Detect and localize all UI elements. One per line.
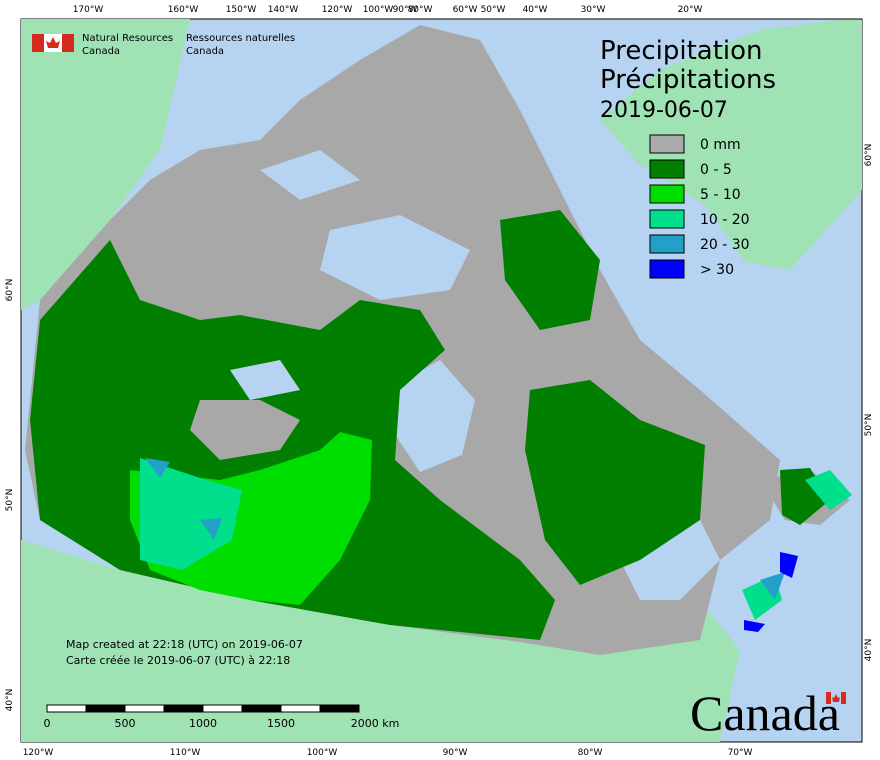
legend-label: 0 mm: [700, 137, 741, 153]
legend-label: 10 - 20: [700, 212, 750, 228]
scale-segment: [202, 704, 243, 713]
legend-swatch: [649, 184, 685, 204]
graticule-label: 120°W: [322, 5, 353, 15]
flag-icon: [32, 34, 74, 52]
scale-label: 1500: [267, 717, 295, 730]
legend-swatch: [649, 209, 685, 229]
title-fr: Précipitations: [600, 65, 776, 95]
legend-swatch: [649, 259, 685, 279]
graticule-label: 90°W: [393, 5, 418, 15]
graticule-label: 140°W: [268, 5, 299, 15]
graticule-label: 60°N: [864, 144, 874, 167]
scale-segment: [46, 704, 87, 713]
scale-segment: [241, 704, 282, 713]
graticule-label: 40°N: [864, 639, 874, 662]
graticule-label: 40°N: [5, 689, 15, 712]
org-en: Canada: [82, 46, 120, 57]
wordmark: Canada: [690, 685, 840, 741]
graticule-label: 30°W: [581, 5, 606, 15]
graticule-label: 80°W: [408, 5, 433, 15]
graticule-label: 170°W: [73, 5, 104, 15]
graticule-label: 120°W: [23, 748, 54, 758]
graticule-label: 80°W: [578, 748, 603, 758]
legend-label: 20 - 30: [700, 237, 750, 253]
scale-segment: [124, 704, 165, 713]
scale-segment: [319, 704, 360, 713]
org-fr: Canada: [186, 46, 224, 57]
graticule-label: 50°W: [481, 5, 506, 15]
graticule-label: 150°W: [226, 5, 257, 15]
graticule-label: 100°W: [307, 748, 338, 758]
scale-label: 2000 km: [351, 717, 400, 730]
scale-segment: [163, 704, 204, 713]
graticule-label: 110°W: [170, 748, 201, 758]
legend-swatch: [649, 159, 685, 179]
basemap: [21, 19, 862, 742]
scale-label: 0: [44, 717, 51, 730]
legend-swatch: [649, 234, 685, 254]
title-en: Precipitation: [600, 36, 763, 66]
graticule-label: 50°N: [5, 489, 15, 512]
graticule-label: 60°W: [453, 5, 478, 15]
graticule-label: 70°W: [728, 748, 753, 758]
credit: Map created at 22:18 (UTC) on 2019-06-07: [66, 638, 303, 651]
graticule-label: 160°W: [168, 5, 199, 15]
legend-label: > 30: [700, 262, 734, 278]
wordmark-flag: [826, 692, 846, 704]
graticule-label: 20°W: [678, 5, 703, 15]
scale-label: 1000: [189, 717, 217, 730]
org-fr: Ressources naturelles: [186, 33, 295, 44]
graticule-label: 50°N: [864, 414, 874, 437]
legend-label: 5 - 10: [700, 187, 741, 203]
legend-label: 0 - 5: [700, 162, 732, 178]
legend-swatch: [649, 134, 685, 154]
credit: Carte créée le 2019-06-07 (UTC) à 22:18: [66, 654, 290, 667]
scale-label: 500: [115, 717, 136, 730]
graticule-label: 60°N: [5, 279, 15, 302]
scale-segment: [280, 704, 321, 713]
org-en: Natural Resources: [82, 33, 173, 44]
graticule-label: 90°W: [443, 748, 468, 758]
graticule-label: 100°W: [363, 5, 394, 15]
scale-segment: [85, 704, 126, 713]
graticule-label: 40°W: [523, 5, 548, 15]
title-date: 2019-06-07: [600, 98, 728, 123]
